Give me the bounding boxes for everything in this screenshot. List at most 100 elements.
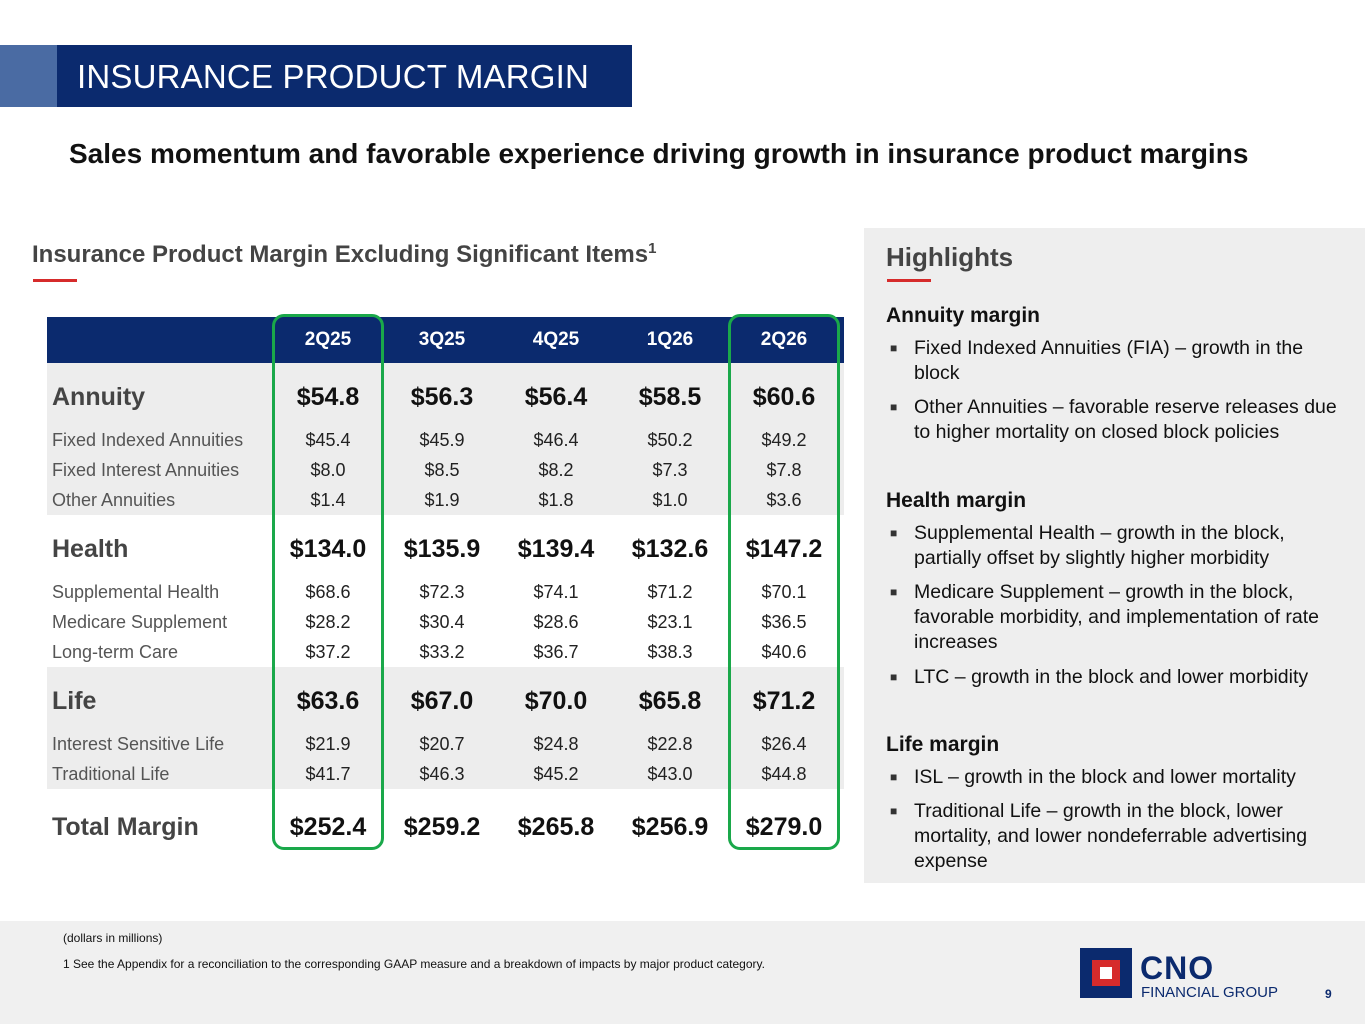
banner-accent	[0, 45, 57, 107]
value-cell: $256.9	[631, 812, 709, 841]
value-cell: $44.8	[761, 763, 807, 784]
value-cell: $20.7	[419, 733, 465, 754]
highlight-box-2q26	[728, 314, 840, 850]
value-cell: $65.8	[638, 686, 702, 715]
highlight-box-2q25	[272, 314, 384, 850]
value-cell: $70.0	[524, 686, 588, 715]
row-label: Total Margin	[52, 812, 199, 841]
table-row-medicare-supplement: Medicare Supplement $28.2 $30.4 $28.6 $23.1 $…	[47, 607, 844, 637]
highlights-panel: Highlights Annuity margin ■ Fixed Indexed…	[864, 228, 1365, 883]
page-subtitle: Sales momentum and favorable experience …	[69, 138, 1249, 169]
footer	[0, 921, 1365, 1024]
value-cell: $3.6	[766, 489, 802, 510]
bullet-item: ■ Fixed Indexed Annuities (FIA) – growth …	[890, 337, 1304, 384]
bullet-icon: ■	[890, 804, 898, 818]
bullet-item: ■ Other Annuities – favorable reserve rel…	[890, 396, 1337, 443]
value-cell: $135.9	[403, 534, 481, 563]
table-body: Annuity $54.8 $56.3 $56.4 $58.5 $60.6 Fixed In…	[47, 363, 844, 855]
value-cell: $33.2	[419, 641, 465, 662]
value-cell: $7.3	[652, 459, 688, 480]
value-cell: $24.8	[533, 733, 579, 754]
row-label: Fixed Interest Annuities	[52, 459, 240, 480]
value-cell: $132.6	[631, 534, 709, 563]
table-header-row: 2Q25 3Q25 4Q25 1Q26 2Q26	[47, 317, 844, 363]
value-cell: $26.4	[761, 733, 807, 754]
column-header: 3Q25	[418, 329, 466, 350]
value-cell: $279.0	[745, 812, 823, 841]
bullet-icon: ■	[890, 341, 898, 355]
table-row-annuity: Annuity $54.8 $56.3 $56.4 $58.5 $60.6	[47, 369, 844, 425]
value-cell: $134.0	[289, 534, 367, 563]
value-cell: $49.2	[761, 429, 807, 450]
value-cell: $259.2	[403, 812, 481, 841]
bullet-icon: ■	[890, 770, 898, 784]
table-row-fixed-indexed-annuities: Fixed Indexed Annuities $45.4 $45.9 $46.4 $5…	[47, 425, 844, 455]
row-label: Annuity	[52, 382, 146, 411]
row-label: Long-term Care	[52, 641, 179, 662]
value-cell: $28.6	[533, 611, 579, 632]
units-note: (dollars in millions)	[63, 931, 163, 945]
page-title: INSURANCE PRODUCT MARGIN	[77, 58, 590, 95]
page-number: 9	[1325, 987, 1332, 1001]
logo-subtitle: FINANCIAL GROUP	[1141, 984, 1278, 1001]
value-cell: $56.4	[524, 382, 588, 411]
margin-table: 2Q25 3Q25 4Q25 1Q26 2Q26 Annuity $54.8 $56…	[47, 317, 844, 855]
bullet-item: ■ LTC – growth in the block and lower mor…	[890, 666, 1309, 688]
cno-logo-icon	[1080, 948, 1132, 998]
footnote: 1 See the Appendix for a reconciliation …	[63, 957, 765, 971]
bullet-item: ■ Traditional Life – growth in the block,…	[890, 800, 1308, 872]
column-header: 2Q25	[304, 329, 352, 350]
value-cell: $1.0	[652, 489, 688, 510]
section-title-health: Health margin	[886, 489, 1027, 512]
row-label: Supplemental Health	[52, 581, 220, 602]
value-cell: $45.9	[419, 429, 465, 450]
table-row-fixed-interest-annuities: Fixed Interest Annuities $8.0 $8.5 $8.2 $7.3…	[47, 455, 844, 485]
row-label: Fixed Indexed Annuities	[52, 429, 244, 450]
table-heading-text: Insurance Product Margin Excluding Signi…	[32, 241, 649, 268]
value-cell: $70.1	[761, 581, 807, 602]
bullet-icon: ■	[890, 526, 898, 540]
row-label: Life	[52, 686, 97, 715]
row-label: Traditional Life	[52, 763, 170, 784]
table-row-long-term-care: Long-term Care $37.2 $33.2 $36.7 $38.3 $40.6	[47, 637, 844, 667]
value-cell: $7.8	[766, 459, 802, 480]
table-row-other-annuities: Other Annuities $1.4 $1.9 $1.8 $1.0 $3.6	[47, 485, 844, 515]
value-cell: $71.2	[752, 686, 816, 715]
logo-name: CNO	[1140, 950, 1215, 986]
value-cell: $74.1	[533, 581, 579, 602]
value-cell: $40.6	[761, 641, 807, 662]
highlights-underline	[887, 279, 931, 282]
table-row-life: Life $63.6 $67.0 $70.0 $65.8 $71.2	[47, 673, 844, 729]
value-cell: $60.6	[752, 382, 816, 411]
value-cell: $54.8	[296, 382, 360, 411]
value-cell: $252.4	[289, 812, 367, 841]
row-label: Health	[52, 534, 129, 563]
table-row-supplemental-health: Supplemental Health $68.6 $72.3 $74.1 $71.2 $…	[47, 577, 844, 607]
bullet-icon: ■	[890, 585, 898, 599]
group-row-total-margin: Total Margin $252.4 $259.2 $265.8 $256.9 $279…	[47, 799, 844, 855]
title-banner: INSURANCE PRODUCT MARGIN	[57, 45, 632, 107]
value-cell: $8.5	[424, 459, 460, 480]
value-cell: $265.8	[517, 812, 595, 841]
column-header: 1Q26	[646, 329, 694, 350]
value-cell: $63.6	[296, 686, 360, 715]
bullet-item: ■ ISL – growth in the block and lower mor…	[890, 766, 1296, 788]
value-cell: $37.2	[305, 641, 351, 662]
table-row-interest-sensitive-life: Interest Sensitive Life $21.9 $20.7 $24.8 $2…	[47, 729, 844, 759]
value-cell: $36.5	[761, 611, 807, 632]
highlights-title: Highlights	[886, 242, 1014, 272]
section-title-annuity: Annuity margin	[886, 304, 1041, 327]
value-cell: $1.9	[424, 489, 460, 510]
bullet-icon: ■	[890, 400, 898, 414]
value-cell: $28.2	[305, 611, 351, 632]
value-cell: $30.4	[419, 611, 465, 632]
group-row-health: Health $134.0 $135.9 $139.4 $132.6 $147.2	[47, 521, 844, 577]
column-header: 4Q25	[532, 329, 580, 350]
value-cell: $56.3	[410, 382, 474, 411]
value-cell: $46.4	[533, 429, 579, 450]
value-cell: $38.3	[647, 641, 693, 662]
value-cell: $43.0	[647, 763, 693, 784]
bullet-item: ■ Medicare Supplement – growth in the blo…	[890, 581, 1320, 653]
value-cell: $50.2	[647, 429, 693, 450]
bullet-item: ■ Supplemental Health – growth in the blo…	[890, 522, 1285, 569]
